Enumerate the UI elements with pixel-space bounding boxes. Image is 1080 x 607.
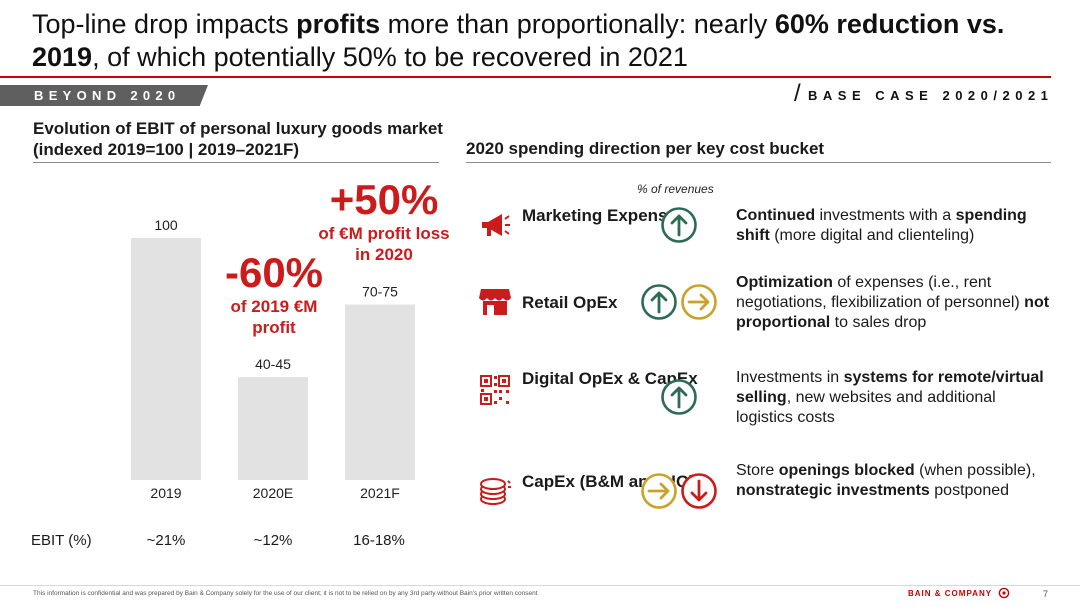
megaphone-icon xyxy=(482,214,510,236)
text-run: investments with a xyxy=(815,207,956,224)
arrow-right-icon xyxy=(641,473,677,509)
drop-callout-note: of 2019 €M profit xyxy=(230,297,318,337)
spending-title-divider xyxy=(466,162,1051,163)
text-run: nonstrategic investments xyxy=(736,482,930,499)
text-run: systems for remote/virtual selling xyxy=(736,369,1044,406)
chart-title: Evolution of EBIT of personal luxury goo… xyxy=(33,119,443,159)
text-run: Continued xyxy=(736,207,816,224)
page-number: 7 xyxy=(1043,589,1049,599)
bar-value-label: 70-75 xyxy=(362,284,398,300)
text-run: of expenses (i.e., rent negotiations, fl… xyxy=(736,274,1025,311)
x-tick-label: 2020E xyxy=(253,485,293,501)
text-run: Optimization xyxy=(736,274,833,291)
row-label-retail: Retail OpEx xyxy=(522,293,618,312)
bain-logo-icon xyxy=(998,587,1010,599)
store-icon xyxy=(479,289,511,315)
recover-callout-note: of €M profit loss in 2020 xyxy=(318,224,450,264)
chart-title-divider xyxy=(33,162,439,163)
bar xyxy=(131,238,201,480)
bar-value-label: 40-45 xyxy=(255,356,291,372)
arrow-up-icon xyxy=(661,379,697,415)
brand-name: BAIN & COMPANY xyxy=(908,589,993,598)
ebit-value: ~12% xyxy=(253,532,293,549)
row-desc-retail: Optimization of expenses (i.e., rent neg… xyxy=(736,273,1056,333)
row-label-marketing: Marketing Expenses xyxy=(522,206,687,225)
row-label-digital: Digital OpEx & CapEx xyxy=(522,369,698,388)
arrow-up-icon xyxy=(641,284,677,320)
footer-divider xyxy=(0,585,1080,586)
x-tick-label: 2019 xyxy=(150,485,181,501)
recover-callout-value: +50% xyxy=(329,176,439,223)
section-band: BEYOND 2020 xyxy=(0,85,208,106)
pct-revenues-label: % of revenues xyxy=(637,182,714,196)
scenario-label: BASE CASE 2020/2021 xyxy=(808,88,1054,103)
spending-title: 2020 spending direction per key cost buc… xyxy=(466,139,825,158)
row-desc-marketing: Continued investments with a spending sh… xyxy=(736,206,1056,246)
confidentiality-disclaimer: This information is confidential and was… xyxy=(33,590,538,597)
text-run: (more digital and clienteling) xyxy=(769,227,975,244)
text-run: (when possible), xyxy=(914,462,1036,479)
bar xyxy=(345,304,415,480)
text-run: Store xyxy=(736,462,779,479)
arrow-right-icon xyxy=(681,284,717,320)
text-run: to sales drop xyxy=(830,314,927,331)
drop-callout-value: -60% xyxy=(224,249,324,296)
text-run: spending shift xyxy=(736,207,1027,244)
ebit-value: ~21% xyxy=(146,532,186,549)
text-run: postponed xyxy=(929,482,1010,499)
bar xyxy=(238,377,308,480)
x-tick-label: 2021F xyxy=(360,485,400,501)
text-run: openings blocked xyxy=(778,462,915,479)
recover-callout: +50% of €M profit loss in 2020 xyxy=(318,177,450,265)
text-run: Top-line drop impacts xyxy=(32,9,297,39)
arrow-up-icon xyxy=(661,207,697,243)
text-run: 60% reduction vs. 2019 xyxy=(32,9,1005,72)
slide-title: Top-line drop impacts profits more than … xyxy=(32,8,1052,74)
text-run: more than proportionally: nearly xyxy=(380,9,775,39)
bar-value-label: 100 xyxy=(154,217,178,233)
section-band-label: BEYOND 2020 xyxy=(34,88,181,103)
qr-code-icon xyxy=(480,375,510,405)
row-desc-capex: Store openings blocked (when possible), … xyxy=(736,461,1056,501)
text-run: Investments in xyxy=(736,369,844,386)
coins-icon xyxy=(480,478,511,505)
title-divider xyxy=(0,76,1051,78)
text-run: , of which potentially 50% to be recover… xyxy=(92,42,688,72)
scenario-slash: / xyxy=(794,80,801,107)
text-run: not proportional xyxy=(736,294,1050,331)
drop-callout: -60% of 2019 €M profit xyxy=(212,250,336,338)
arrow-down-icon xyxy=(681,473,717,509)
ebit-row-label: EBIT (%) xyxy=(31,532,92,549)
text-run: , new websites and additional logistics … xyxy=(736,389,996,426)
ebit-value: 16-18% xyxy=(353,532,405,549)
row-desc-digital: Investments in systems for remote/virtua… xyxy=(736,368,1056,428)
text-run: profits xyxy=(296,9,381,39)
